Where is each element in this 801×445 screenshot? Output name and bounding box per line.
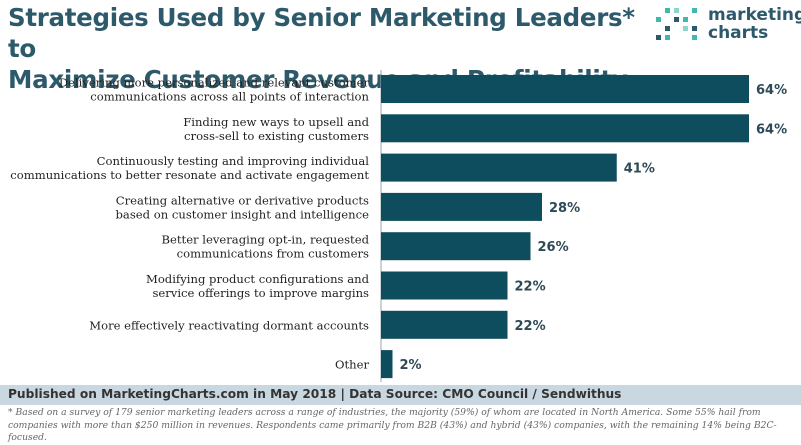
footnote: * Based on a survey of 179 senior market… (8, 407, 777, 443)
logo-dot (692, 26, 697, 31)
value-label: 22% (515, 280, 546, 295)
logo-dot (683, 26, 688, 31)
logo-dot (692, 8, 697, 13)
marketing-charts-logo: marketing charts (708, 6, 801, 42)
logo-dot (665, 35, 670, 40)
category-label: Continuously testing and improving indiv… (97, 154, 370, 168)
category-label: Modifying product configurations and (146, 272, 370, 286)
category-label: Other (335, 358, 369, 372)
value-label: 64% (756, 122, 787, 137)
value-label: 26% (538, 240, 569, 255)
bar (381, 310, 508, 339)
category-label: communications across all points of inte… (90, 90, 369, 104)
value-label: 64% (756, 83, 787, 98)
logo-line-2: charts (708, 23, 769, 43)
logo-dot (674, 8, 679, 13)
bar (381, 192, 542, 221)
category-label: communications to better resonate and ac… (10, 168, 369, 182)
category-label: communications from customers (177, 247, 369, 261)
footer-bar (0, 385, 801, 405)
value-label: 41% (624, 162, 655, 177)
bar (381, 75, 749, 103)
category-label: Creating alternative or derivative produ… (116, 193, 369, 207)
value-label: 2% (400, 358, 422, 373)
value-label: 22% (515, 319, 546, 334)
bar (381, 153, 617, 182)
category-label: based on customer insight and intelligen… (116, 207, 370, 221)
category-label: cross-sell to existing customers (184, 129, 369, 143)
logo-dot (683, 17, 688, 22)
bar (381, 350, 393, 379)
source-line: Published on MarketingCharts.com in May … (8, 387, 622, 401)
category-label: Finding new ways to upsell and (183, 115, 369, 129)
marketing-charts-logo-icon (656, 8, 697, 40)
category-label: More effectively reactivating dormant ac… (89, 318, 369, 332)
logo-dot (665, 8, 670, 13)
value-label: 28% (549, 201, 580, 216)
bar (381, 114, 749, 143)
bar-chart: 64% Delivering more personalized and rele… (10, 70, 787, 382)
bar (381, 232, 531, 261)
bar (381, 271, 508, 300)
chart-title-line-1: Strategies Used by Senior Marketing Lead… (8, 3, 635, 63)
category-label: Better leveraging opt-in, requested (162, 233, 370, 247)
logo-line-1: marketing (708, 5, 801, 25)
logo-dot (692, 35, 697, 40)
category-label: Delivering more personalized and relevan… (59, 76, 370, 90)
logo-dot (674, 17, 679, 22)
logo-dot (665, 26, 670, 31)
category-label: service offerings to improve margins (152, 286, 369, 300)
logo-dot (656, 35, 661, 40)
logo-dot (656, 17, 661, 22)
